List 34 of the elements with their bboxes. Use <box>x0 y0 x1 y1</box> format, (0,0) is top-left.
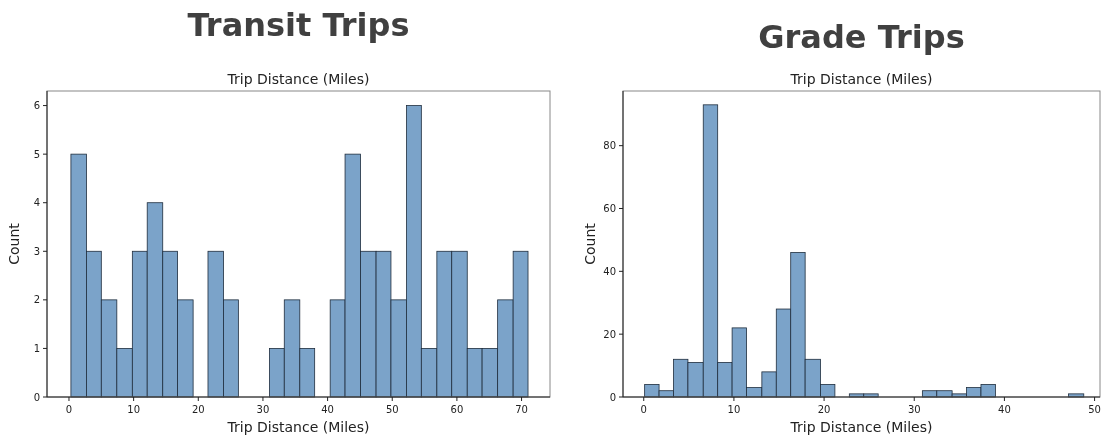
x-tick-label: 10 <box>727 404 741 415</box>
x-tick-label: 20 <box>817 404 831 415</box>
y-tick-label: 4 <box>33 197 40 209</box>
y-tick-label: 60 <box>603 203 616 214</box>
y-tick-label: 40 <box>603 265 616 277</box>
y-tick-label: 1 <box>33 342 40 354</box>
y-tick-label: 0 <box>609 391 616 403</box>
x-axis-title: Trip Distance (Miles) <box>226 419 370 435</box>
y-tick-label: 6 <box>33 100 40 112</box>
y-tick-label: 5 <box>33 148 40 160</box>
x-tick-label: 50 <box>385 404 399 415</box>
x-tick-label: 30 <box>907 404 921 415</box>
x-tick-label: 60 <box>450 404 464 415</box>
x-tick-label: 40 <box>321 404 334 415</box>
chart-subtitle: Trip Distance (Miles) <box>226 71 370 87</box>
y-tick-label: 20 <box>603 328 616 340</box>
x-tick-label: 70 <box>515 404 528 415</box>
chart-title: Grade Trips <box>758 18 965 56</box>
chart-subtitle: Trip Distance (Miles) <box>789 71 933 87</box>
x-axis-title: Trip Distance (Miles) <box>789 419 933 435</box>
x-tick-label: 20 <box>191 404 205 415</box>
x-tick-label: 40 <box>998 404 1011 415</box>
y-tick-label: 0 <box>33 391 40 403</box>
x-tick-label: 0 <box>65 404 73 415</box>
chart-title: Transit Trips <box>187 6 410 44</box>
x-tick-label: 50 <box>1088 404 1101 415</box>
y-axis-title: Count <box>6 222 22 265</box>
y-tick-label: 3 <box>33 245 40 257</box>
y-tick-label: 2 <box>33 294 40 306</box>
x-tick-label: 0 <box>640 404 647 415</box>
x-tick-label: 30 <box>256 404 270 415</box>
y-axis-title: Count <box>582 222 598 265</box>
y-tick-label: 80 <box>603 140 616 152</box>
x-tick-label: 10 <box>127 404 140 415</box>
